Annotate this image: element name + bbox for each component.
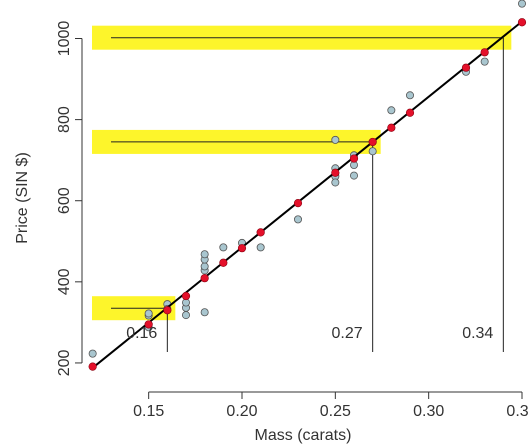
prediction-label-3: 0.34 (462, 325, 493, 342)
fitted-point-11 (349, 154, 359, 163)
prediction-labels: 0.16 0.27 0.34 (126, 325, 493, 342)
observed-point-10 (200, 308, 209, 317)
regression-line (92, 20, 523, 369)
observed-point-25 (349, 171, 358, 180)
observed-point-1 (88, 349, 97, 358)
fitted-point-3 (163, 306, 172, 315)
x-tick-label-1: 0.15 (133, 403, 164, 420)
observed-point-18 (293, 215, 302, 224)
fitted-point-12 (368, 137, 377, 147)
observed-point-12 (200, 262, 209, 271)
fitted-point-6 (219, 258, 228, 267)
fitted-point-7 (237, 244, 247, 253)
fitted-point-5 (200, 274, 209, 283)
observed-point-19 (331, 135, 340, 144)
fitted-point-15 (461, 63, 471, 72)
observed-point-15 (219, 243, 228, 252)
observed-point-22 (331, 178, 340, 187)
observed-point-28 (405, 91, 414, 100)
fitted-point-13 (387, 123, 396, 132)
axes: 0.15 0.20 0.25 0.30 0.35 200 400 600 800 1000 (56, 21, 529, 420)
fitted-point-10 (331, 168, 340, 177)
highlight-bands (92, 25, 512, 321)
y-tick-label-5: 1000 (56, 21, 73, 57)
prediction-label-2: 0.27 (332, 325, 363, 342)
fitted-point-4 (181, 291, 191, 301)
reference-lines (111, 37, 504, 352)
fitted-point-9 (293, 199, 303, 208)
observed-point-31 (518, 0, 526, 8)
observed-point-4 (144, 309, 153, 318)
fitted-point-14 (405, 108, 415, 117)
observed-point-27 (387, 106, 396, 115)
prediction-label-1: 0.16 (126, 325, 157, 342)
fitted-point-8 (256, 228, 265, 237)
x-tick-label-4: 0.30 (413, 403, 444, 420)
regression-line-group (92, 20, 523, 369)
fitted-point-16 (480, 48, 489, 57)
x-tick-label-3: 0.25 (320, 403, 351, 420)
observed-point-17 (256, 243, 265, 252)
fitted-point-2 (144, 320, 153, 329)
fitted-point-1 (88, 362, 97, 371)
x-tick-label-5: 0.35 (506, 403, 529, 420)
y-tick-label-4: 800 (56, 106, 73, 133)
fitted-point-17 (517, 18, 527, 27)
observed-point-26 (368, 147, 377, 156)
observed-point-30 (480, 57, 489, 66)
observed-point-7 (181, 311, 190, 320)
y-axis-title: Price (SIN $) (14, 152, 31, 244)
y-tick-label-2: 400 (56, 268, 73, 295)
observed-point-14 (200, 250, 209, 259)
x-axis-title: Mass (carats) (255, 427, 352, 444)
y-tick-label-3: 600 (56, 187, 73, 214)
y-tick-label-1: 200 (56, 349, 73, 376)
x-tick-label-2: 0.20 (226, 403, 257, 420)
fitted-points (88, 18, 527, 371)
